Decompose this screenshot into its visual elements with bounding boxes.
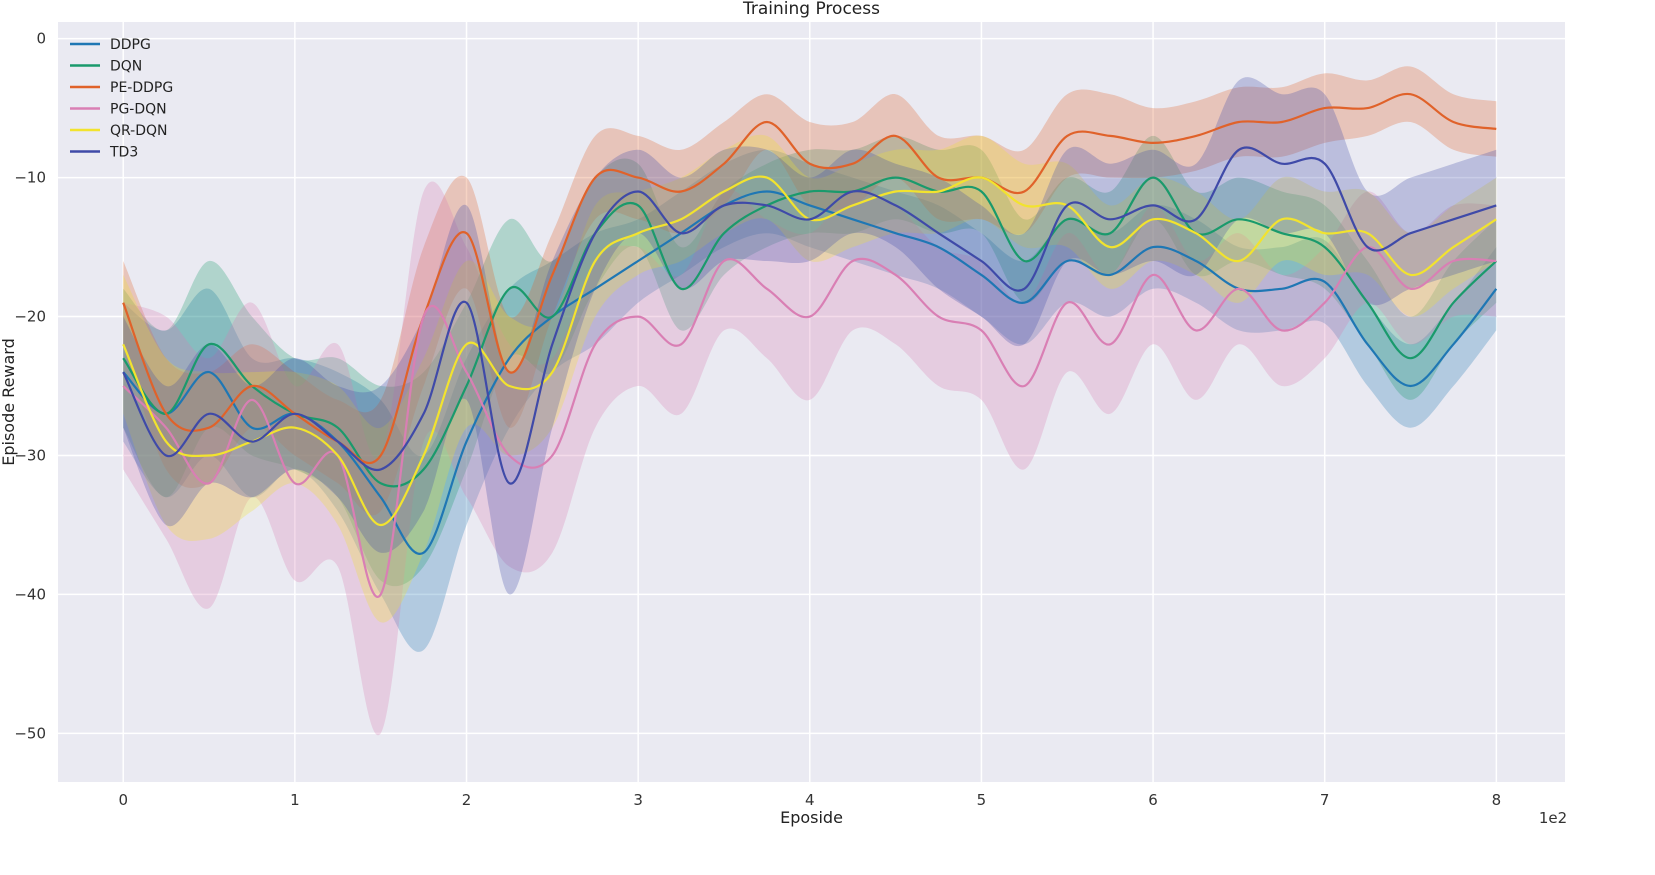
x-tick-label-8: 8 [1492, 791, 1502, 809]
y-tick-label-5: −50 [14, 724, 46, 742]
x-tick-label-4: 4 [805, 791, 815, 809]
x-tick-label-1: 1 [290, 791, 300, 809]
legend-label-pg-dqn: PG-DQN [110, 102, 167, 118]
x-axis-label: Eposide [780, 808, 843, 827]
legend-label-ddpg: DDPG [110, 37, 151, 53]
line-dqn [122, 176, 1498, 488]
band-pg-dqn [123, 181, 1497, 736]
plot-background [58, 22, 1565, 782]
y-tick-label-4: −40 [14, 585, 46, 603]
x-axis-multiplier: 1e2 [1539, 809, 1567, 827]
y-tick-label-1: −10 [14, 169, 46, 187]
band-pe-ddpg [123, 66, 1497, 516]
x-tick-label-7: 7 [1320, 791, 1330, 809]
line-ddpg [122, 190, 1498, 555]
y-tick-label-3: −30 [14, 446, 46, 464]
x-tick-label-2: 2 [462, 791, 472, 809]
x-tick-label-6: 6 [1148, 791, 1158, 809]
chart-title: Training Process [742, 0, 880, 19]
legend-label-dqn: DQN [110, 59, 142, 75]
line-td3 [122, 146, 1497, 485]
band-qr-dqn [123, 134, 1497, 623]
legend-label-qr-dqn: QR-DQN [110, 123, 168, 139]
legend: DDPG DQN PE-DDPG PG-DQN QR-DQN TD3 [70, 37, 173, 161]
x-tick-label-0: 0 [118, 791, 128, 809]
y-tick-label-2: −20 [14, 308, 46, 326]
band-td3 [123, 77, 1497, 595]
legend-label-td3: TD3 [109, 145, 138, 161]
x-tick-label-5: 5 [977, 791, 987, 809]
legend-label-pe-ddpg: PE-DDPG [110, 80, 173, 96]
y-tick-label-0: 0 [36, 30, 46, 48]
x-tick-label-3: 3 [633, 791, 643, 809]
tick-labels: 0 1 2 3 4 5 6 7 8 0 −10 −20 −30 −40 −50 [14, 30, 1501, 809]
y-axis-label: Episode Reward [0, 338, 18, 466]
series-lines [122, 92, 1498, 599]
band-dqn [123, 135, 1497, 587]
line-qr-dqn [122, 175, 1497, 527]
line-pg-dqn [122, 246, 1497, 599]
grid-lines [58, 22, 1565, 782]
